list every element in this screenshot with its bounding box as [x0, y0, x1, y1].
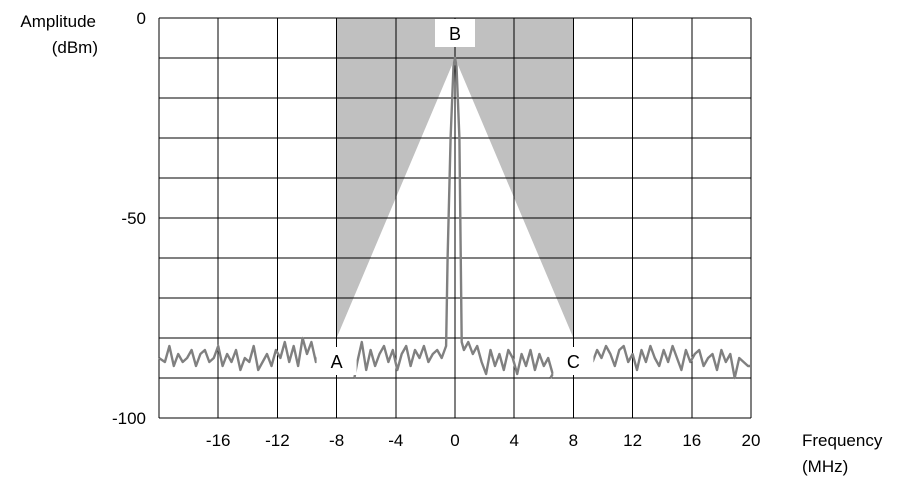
annotation-b: B: [449, 24, 461, 44]
annotation-a: A: [331, 352, 343, 372]
trace-segment-4: [591, 344, 751, 380]
annotation-b-background: [435, 19, 475, 47]
annotations: A B C: [316, 19, 594, 375]
x-axis-label-line2: (MHz): [802, 457, 848, 476]
y-tick-label: 0: [137, 9, 146, 28]
x-tick-label: -4: [388, 431, 403, 450]
tick-labels: -16 -12 -8 -4 0 4 8 12 16 20 0 -50 -100: [112, 9, 760, 450]
y-tick-label: -100: [112, 409, 146, 428]
x-tick-label: 0: [450, 431, 459, 450]
x-tick-label: 8: [569, 431, 578, 450]
trace-segment-1: [158, 56, 554, 376]
annotation-c-background: [553, 347, 594, 375]
x-tick-label: 12: [623, 431, 642, 450]
x-tick-label: -16: [206, 431, 231, 450]
x-tick-label: 16: [682, 431, 701, 450]
x-tick-label: -8: [329, 431, 344, 450]
y-axis-label-line2: (dBm): [52, 38, 98, 57]
trace-segment-3: [549, 373, 554, 379]
grid: [158, 17, 752, 419]
x-tick-label: -12: [265, 431, 290, 450]
y-tick-label: -50: [121, 209, 146, 228]
y-axis-label-line1: Amplitude: [20, 12, 96, 31]
annotation-c: C: [567, 352, 580, 372]
annotation-a-background: [316, 347, 357, 375]
x-tick-label: 4: [509, 431, 518, 450]
x-axis-label-line1: Frequency: [802, 431, 883, 450]
x-tick-label: 20: [742, 431, 761, 450]
